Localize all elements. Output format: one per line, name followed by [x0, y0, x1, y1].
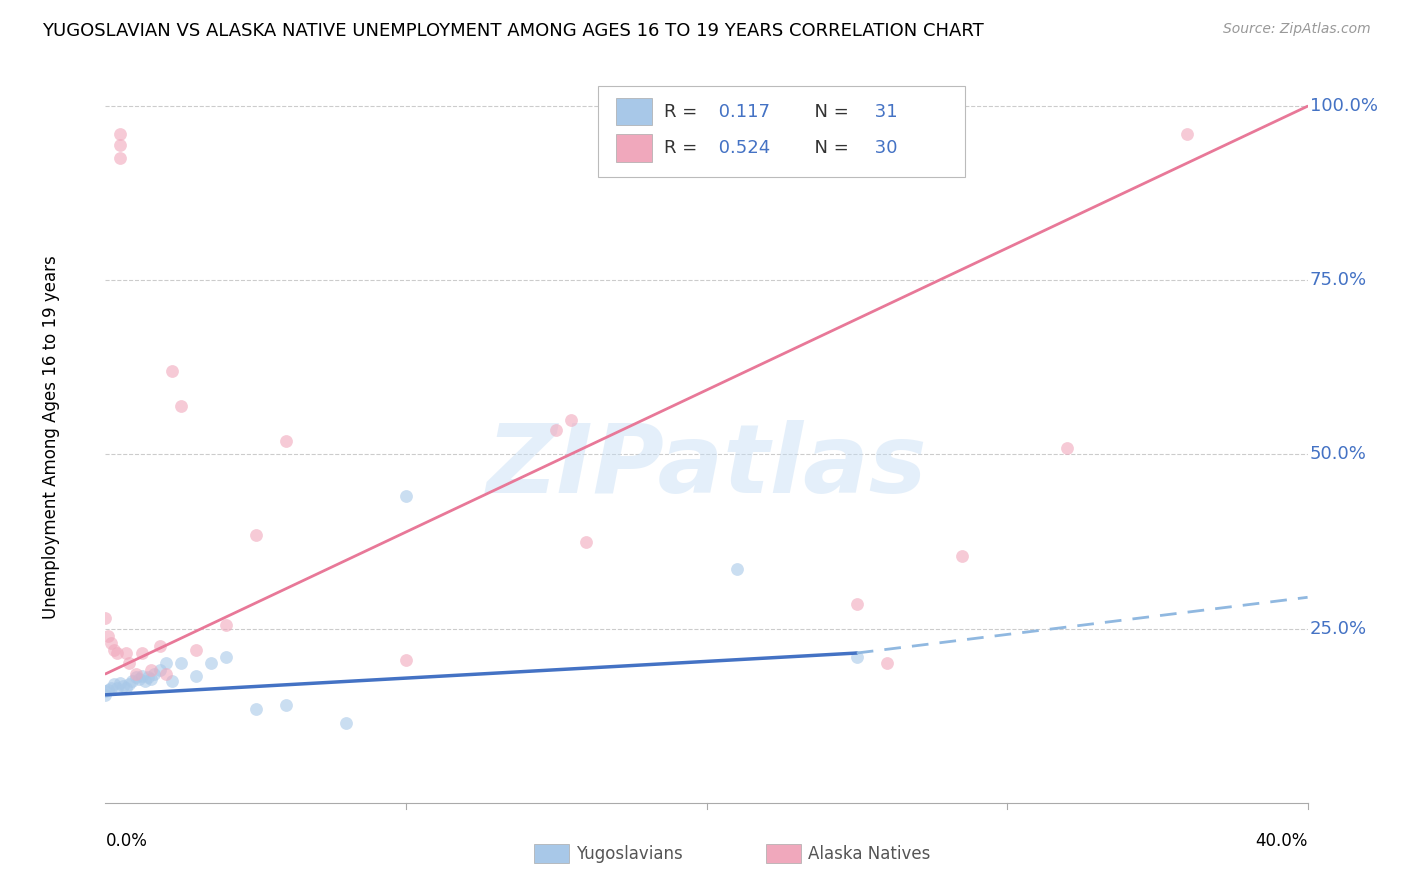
- Point: [560, 412, 582, 426]
- Point: [184, 642, 207, 657]
- Text: 50.0%: 50.0%: [1310, 445, 1367, 464]
- Point: [395, 489, 418, 503]
- Point: [214, 618, 236, 632]
- Text: Yugoslavians: Yugoslavians: [576, 845, 683, 863]
- Point: [155, 667, 177, 681]
- Text: ZIPatlas: ZIPatlas: [486, 420, 927, 513]
- Point: [110, 152, 132, 166]
- Point: [845, 597, 868, 611]
- Text: 0.0%: 0.0%: [105, 832, 148, 850]
- Point: [97, 682, 120, 697]
- Point: [107, 681, 129, 695]
- Point: [107, 646, 129, 660]
- Point: [1056, 441, 1078, 455]
- Text: Alaska Natives: Alaska Natives: [808, 845, 931, 863]
- Point: [115, 646, 138, 660]
- Text: R =: R =: [665, 103, 703, 120]
- Point: [148, 639, 170, 653]
- Point: [184, 669, 207, 683]
- Point: [134, 673, 156, 688]
- Point: [100, 681, 122, 695]
- Point: [97, 629, 120, 643]
- Text: 25.0%: 25.0%: [1310, 620, 1367, 638]
- Point: [94, 684, 117, 698]
- Text: 31: 31: [869, 103, 897, 120]
- Point: [139, 672, 162, 686]
- Point: [103, 642, 125, 657]
- Bar: [616, 98, 652, 126]
- Point: [725, 562, 748, 576]
- Point: [118, 677, 141, 691]
- Text: 0.524: 0.524: [713, 139, 769, 157]
- Point: [94, 611, 117, 625]
- Point: [245, 527, 267, 541]
- Point: [160, 673, 183, 688]
- Point: [845, 649, 868, 664]
- Point: [139, 664, 162, 678]
- Point: [155, 657, 177, 671]
- Text: 40.0%: 40.0%: [1256, 832, 1308, 850]
- Point: [214, 649, 236, 664]
- Text: 0.117: 0.117: [713, 103, 769, 120]
- Text: Unemployment Among Ages 16 to 19 years: Unemployment Among Ages 16 to 19 years: [42, 255, 60, 619]
- Point: [100, 635, 122, 649]
- Point: [142, 667, 165, 681]
- Point: [124, 667, 146, 681]
- Point: [94, 688, 117, 702]
- Point: [160, 364, 183, 378]
- Point: [121, 673, 143, 688]
- Point: [110, 127, 132, 141]
- Point: [876, 657, 898, 671]
- Point: [335, 715, 357, 730]
- Text: YUGOSLAVIAN VS ALASKA NATIVE UNEMPLOYMENT AMONG AGES 16 TO 19 YEARS CORRELATION : YUGOSLAVIAN VS ALASKA NATIVE UNEMPLOYMEN…: [42, 22, 984, 40]
- Point: [110, 676, 132, 690]
- Point: [131, 646, 153, 660]
- Point: [575, 534, 598, 549]
- Point: [103, 677, 125, 691]
- Point: [131, 669, 153, 683]
- Text: 75.0%: 75.0%: [1310, 271, 1367, 289]
- Point: [169, 657, 191, 671]
- Point: [950, 549, 973, 563]
- Point: [245, 702, 267, 716]
- Point: [148, 664, 170, 678]
- Text: N =: N =: [803, 139, 855, 157]
- Point: [169, 399, 191, 413]
- Point: [274, 434, 297, 448]
- FancyBboxPatch shape: [599, 86, 965, 178]
- Point: [546, 423, 568, 437]
- Point: [136, 670, 159, 684]
- Text: 30: 30: [869, 139, 897, 157]
- Text: Source: ZipAtlas.com: Source: ZipAtlas.com: [1223, 22, 1371, 37]
- Point: [128, 672, 150, 686]
- Point: [118, 657, 141, 671]
- Point: [395, 653, 418, 667]
- Point: [124, 670, 146, 684]
- Text: N =: N =: [803, 103, 855, 120]
- Text: R =: R =: [665, 139, 703, 157]
- Point: [274, 698, 297, 713]
- Text: 100.0%: 100.0%: [1310, 97, 1378, 115]
- Point: [110, 137, 132, 152]
- Bar: [616, 135, 652, 162]
- Point: [200, 657, 222, 671]
- Point: [1175, 127, 1198, 141]
- Point: [115, 681, 138, 695]
- Point: [112, 679, 135, 693]
